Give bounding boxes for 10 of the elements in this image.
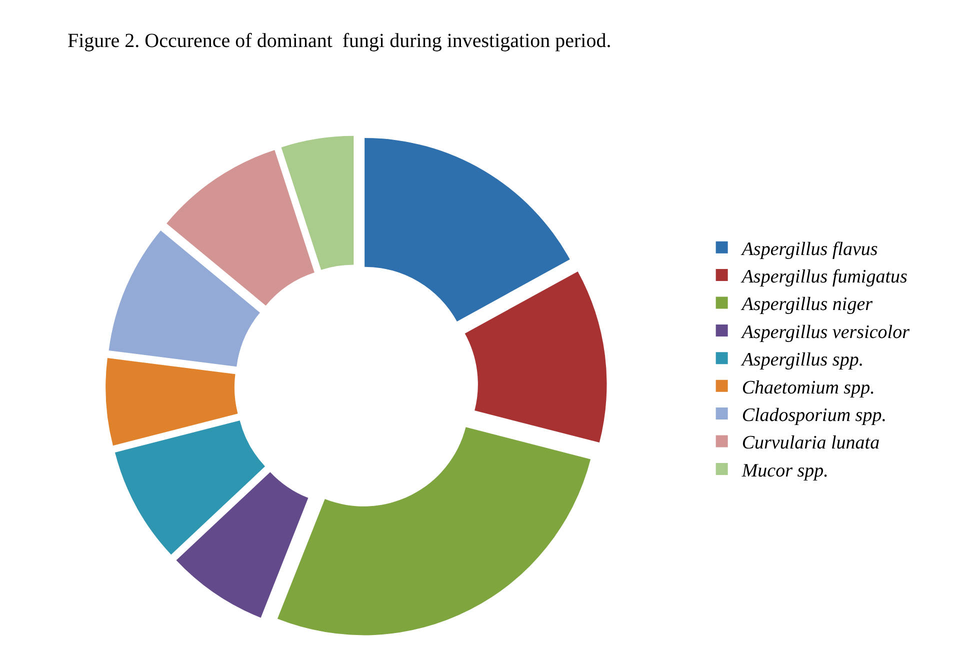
legend-label: Aspergillus fumigatus <box>740 266 908 288</box>
legend-label: Cladosporium spp. <box>742 404 886 426</box>
legend-label: Aspergillus niger <box>740 294 874 316</box>
legend-label: Aspergillus flavus <box>740 238 878 260</box>
legend-label: Curvularia lunata <box>742 432 880 454</box>
legend-label: Chaetomium spp. <box>742 377 875 398</box>
legend-label: Aspergillus spp. <box>740 350 864 371</box>
legend-label: Aspergillus versicolor <box>740 322 910 343</box>
legend-label: Mucor spp. <box>740 460 828 482</box>
chart-title: Figure 2. Occurence of dominant fungi during investigation period. <box>67 30 612 52</box>
